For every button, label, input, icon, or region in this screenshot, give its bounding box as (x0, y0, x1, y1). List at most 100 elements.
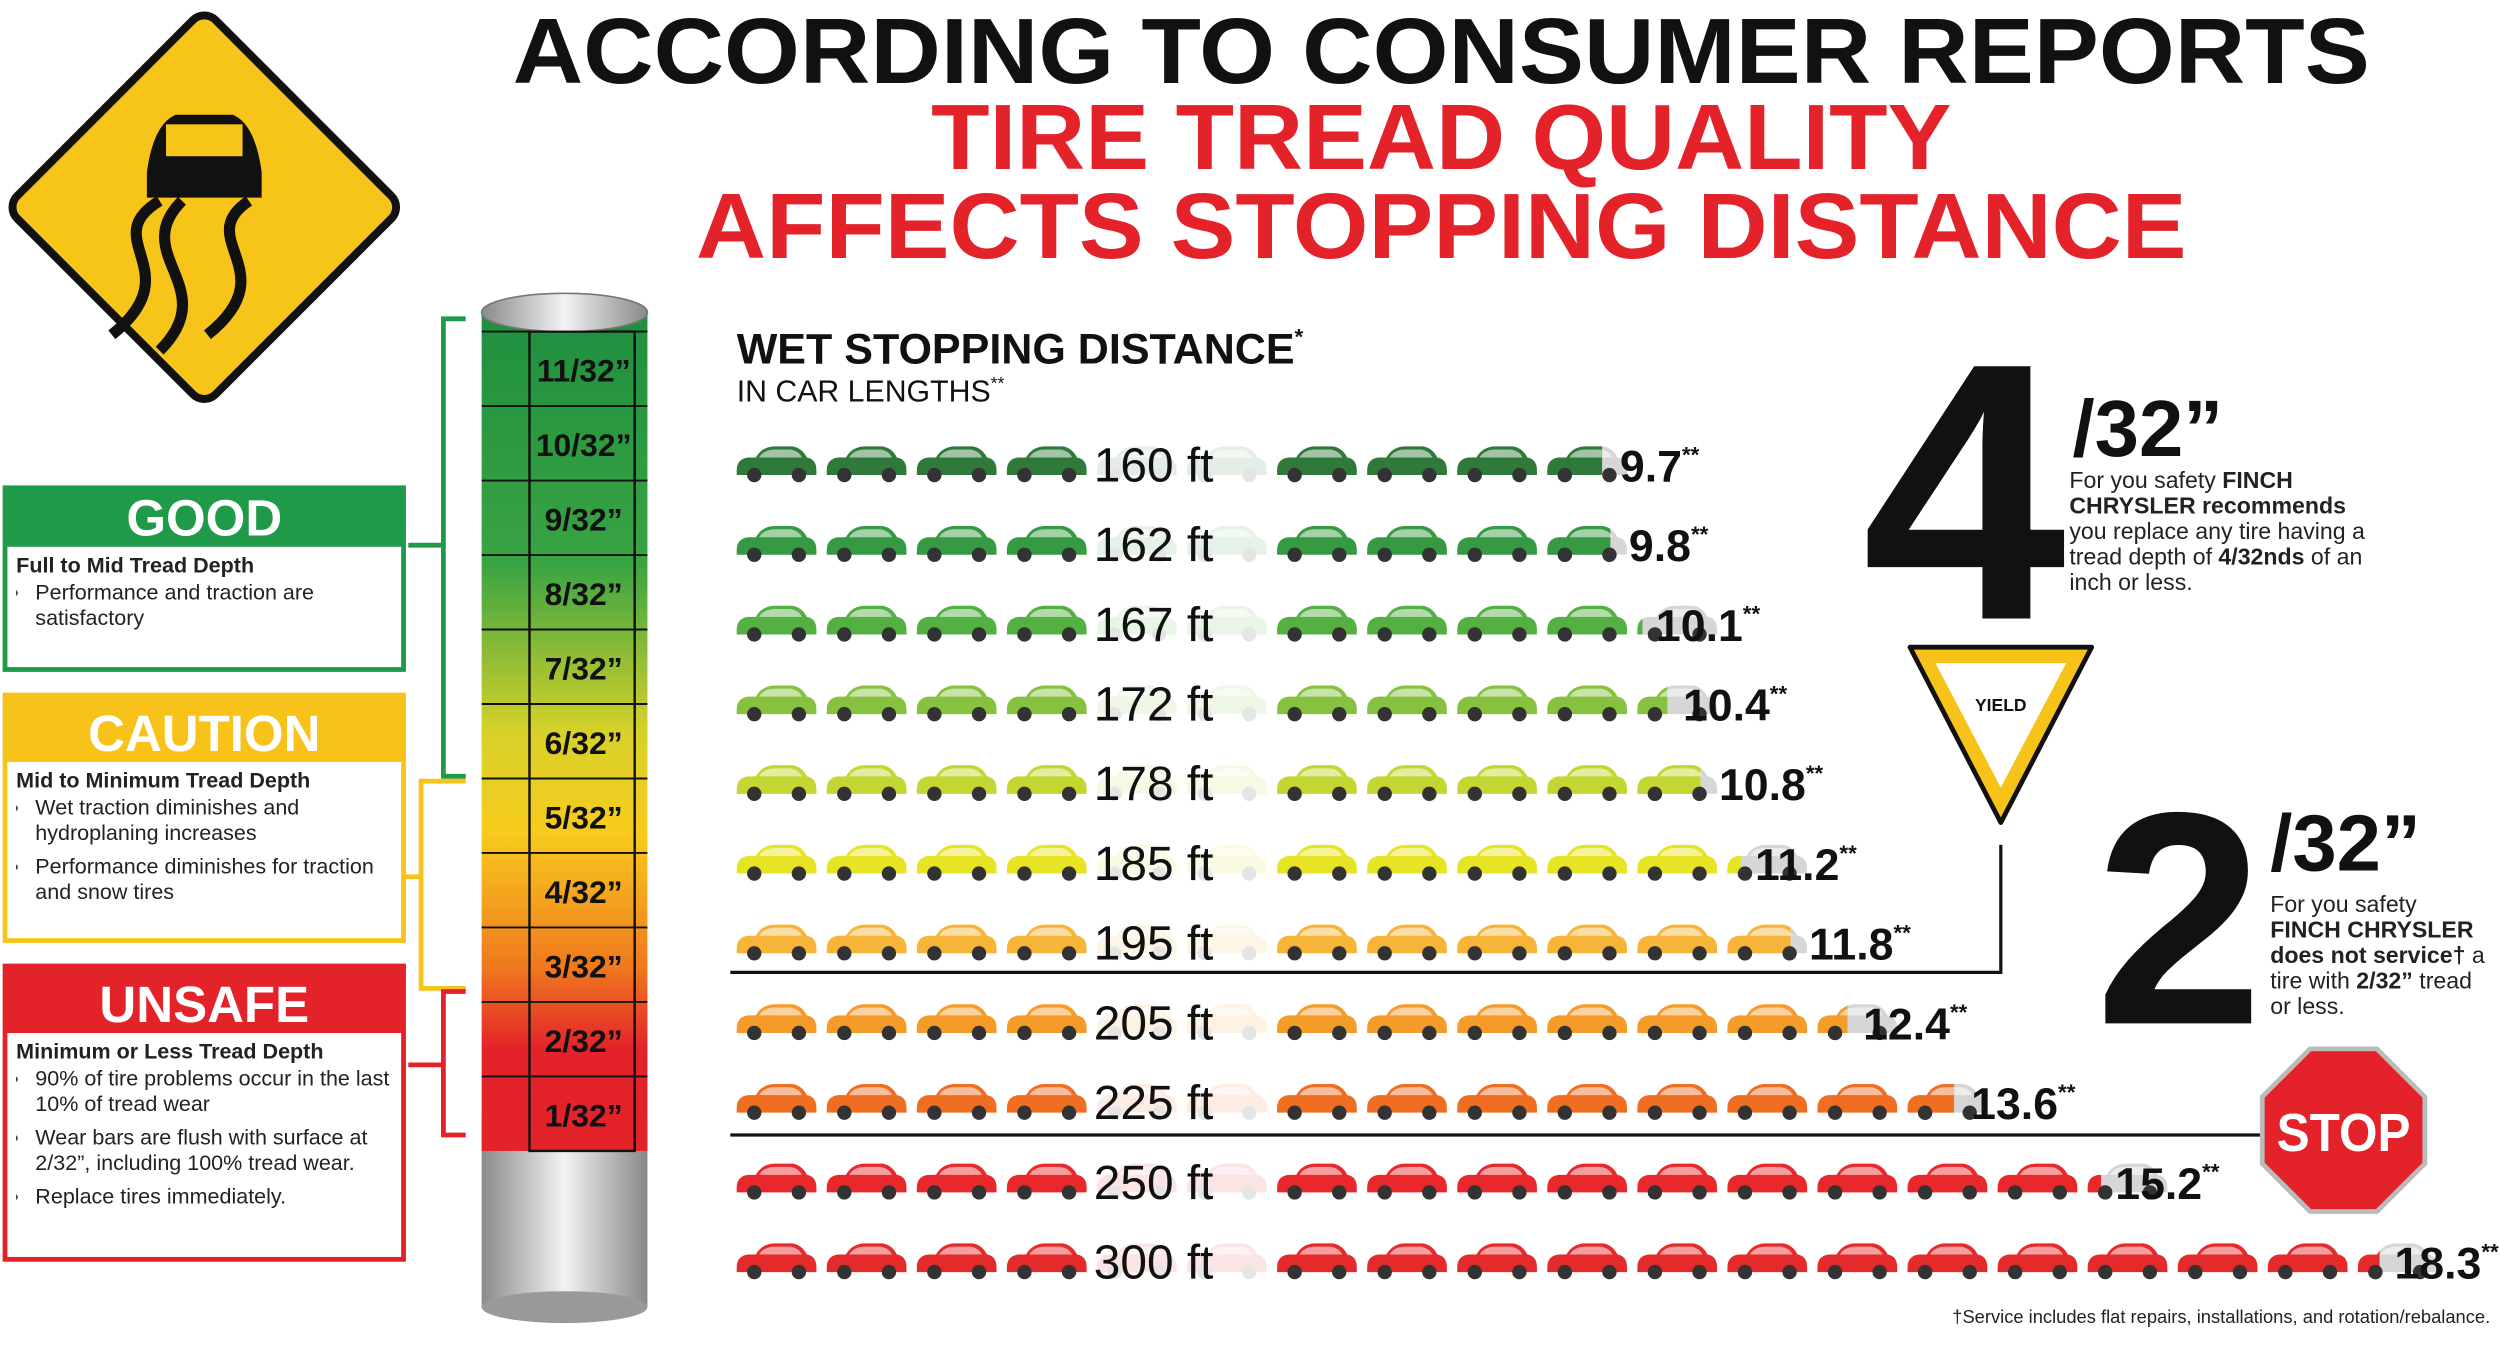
car-wheel (1557, 467, 1573, 483)
car-window (1389, 1166, 1433, 1175)
car-wheel (1467, 627, 1482, 642)
footnote-mark: ** (2202, 1160, 2220, 1185)
car-window (849, 1166, 893, 1175)
car-window (1569, 768, 1613, 777)
car (1277, 765, 1357, 802)
car-wheel (927, 1105, 942, 1120)
car (1006, 526, 1087, 562)
car-wheel (1422, 547, 1437, 562)
note-part: For you safety (2069, 468, 2223, 495)
distance-label: 178 ft (1094, 758, 1214, 811)
car-wheel (2142, 1185, 2158, 1200)
car-window (2019, 1166, 2063, 1175)
car-lengths-value: 9.8 (1629, 522, 1691, 571)
car (1096, 1163, 1177, 1200)
legend-body: Minimum or Less Tread Depth90% of tire p… (16, 1039, 395, 1210)
car-window (1029, 449, 1073, 458)
car-lengths-label: 12.4** (1863, 1000, 1968, 1049)
car-wheel (1512, 1264, 1527, 1280)
car-window (1209, 1007, 1253, 1016)
car-window (939, 608, 983, 617)
car-wheel (1467, 786, 1482, 802)
car-window (759, 1007, 803, 1016)
car-wheel (1467, 866, 1482, 881)
car-window (1119, 529, 1163, 538)
car-wheel (1377, 946, 1392, 961)
car (826, 765, 907, 802)
car-wheel (1872, 1105, 1887, 1120)
car-lengths-value: 18.3 (2394, 1239, 2481, 1288)
car-window (1569, 1166, 1613, 1175)
car-window (1299, 688, 1343, 697)
car-window (1029, 1087, 1073, 1096)
footnote-mark: ** (1743, 602, 1761, 627)
bullet: Wear bars are flush with surface at 2/32… (35, 1125, 395, 1176)
distance-label: 162 ft (1094, 519, 1214, 572)
car (1997, 1163, 2078, 1200)
car-wheel (1422, 786, 1437, 802)
car-part (1547, 526, 1611, 562)
car-wheel (1242, 467, 1257, 483)
car-wheel (1017, 866, 1032, 881)
car-lengths-label: 9.7** (1620, 442, 1700, 491)
car-window (1029, 927, 1073, 936)
car-window (1569, 608, 1613, 617)
car-wheel (1332, 547, 1347, 562)
car (1547, 1163, 1628, 1200)
car-wheel (927, 706, 942, 722)
car-wheel (1557, 786, 1573, 802)
car (736, 605, 817, 642)
car-wheel (1151, 706, 1167, 722)
car-wheel (1197, 706, 1212, 722)
car-wheel (1197, 547, 1212, 562)
car (1637, 924, 1718, 961)
big-unit: /32” (2073, 384, 2224, 473)
car-wheel (927, 1185, 942, 1200)
car (826, 526, 907, 562)
car-wheel (1602, 946, 1617, 961)
car (1277, 446, 1357, 483)
car (916, 844, 997, 881)
car-window (1209, 449, 1253, 458)
car-window (2110, 1166, 2154, 1175)
car-window (1569, 848, 1613, 857)
car (916, 765, 997, 802)
car-window (1659, 768, 1701, 777)
car-wheel (791, 547, 807, 562)
car-body (1096, 526, 1177, 555)
car-wheel (971, 547, 987, 562)
car (1367, 605, 1447, 642)
car-wheel (881, 627, 897, 642)
car-wheel (1872, 1025, 1887, 1041)
car-wheel (927, 467, 942, 483)
car-window (759, 1246, 803, 1255)
car-part (1637, 765, 1701, 802)
section-title: WET STOPPING DISTANCE* (737, 324, 1304, 373)
car-wheel (1377, 627, 1392, 642)
car-wheel (1647, 706, 1663, 722)
car-wheel (1107, 1264, 1122, 1280)
car-wheel (2368, 1264, 2380, 1280)
footnote-mark: ** (1682, 442, 1700, 467)
car-body (1096, 1083, 1177, 1113)
footnote-mark: * (1295, 324, 1304, 349)
warning-sign (8, 11, 401, 403)
car-wheel (837, 1105, 852, 1120)
car-wheel (1287, 946, 1302, 961)
car-wheel (881, 706, 897, 722)
car (1457, 844, 1537, 881)
car-window (1839, 1246, 1883, 1255)
car-window (2200, 1246, 2244, 1255)
car-wheel (1151, 866, 1167, 881)
car-wheel (1557, 946, 1573, 961)
car-wheel (1017, 1185, 1032, 1200)
car-wheel (1151, 786, 1167, 802)
car-window (849, 927, 893, 936)
car-wheel (747, 786, 762, 802)
car-wheel (1512, 786, 1527, 802)
car-part (2087, 1174, 2102, 1199)
car-wheel (971, 1185, 987, 1200)
car (1277, 1243, 1357, 1280)
car-wheel (1557, 866, 1573, 881)
footnote-mark: ** (1691, 522, 1709, 547)
